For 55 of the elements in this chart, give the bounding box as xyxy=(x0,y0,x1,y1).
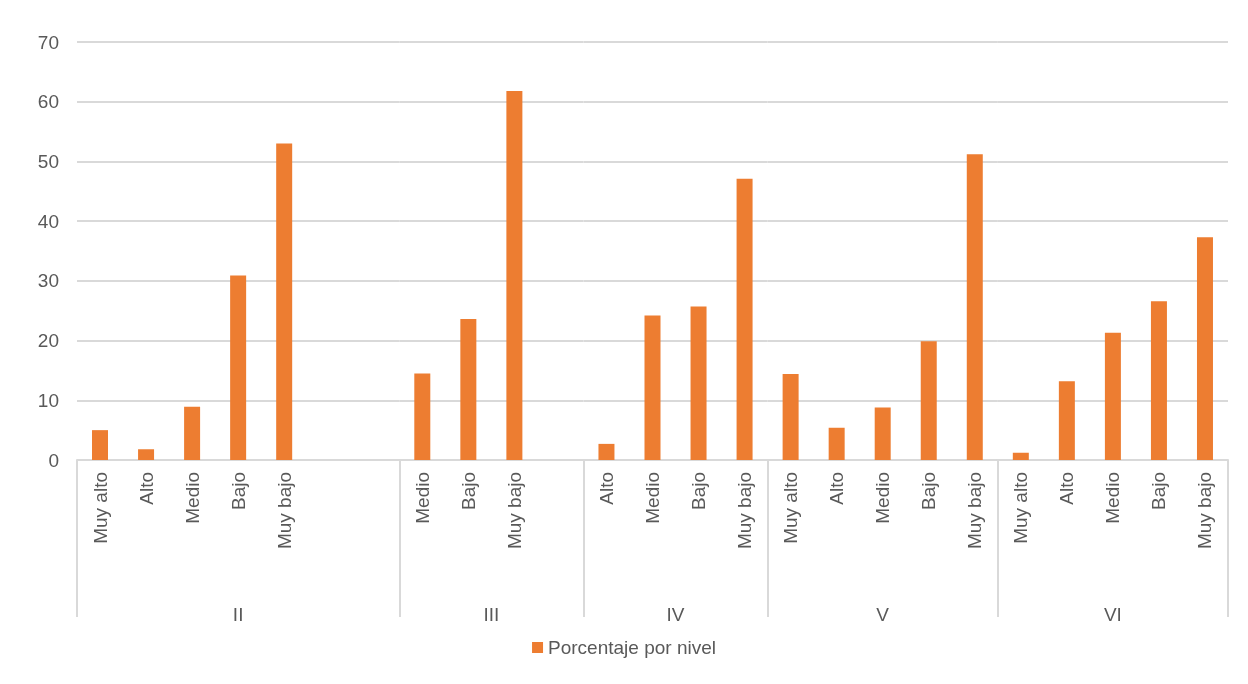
x-tick-label: Bajo xyxy=(227,472,249,511)
bar xyxy=(1150,301,1167,460)
x-tick-label: Medio xyxy=(1102,472,1124,524)
bar xyxy=(138,449,155,460)
x-tick-label: Medio xyxy=(642,472,663,524)
bar xyxy=(1196,237,1213,460)
bar xyxy=(736,178,753,460)
x-axis-title: V xyxy=(876,604,890,625)
x-tick-label: Muy bajo xyxy=(273,472,295,550)
bar xyxy=(966,154,983,460)
x-tick-label: Alto xyxy=(826,472,848,505)
x-tick-label: Bajo xyxy=(918,472,940,511)
bar xyxy=(828,427,845,460)
bar xyxy=(598,443,615,460)
x-axis-title: IV xyxy=(666,604,685,625)
bar xyxy=(1104,332,1121,460)
x-tick-label: Medio xyxy=(411,472,433,524)
y-tick-label: 60 xyxy=(37,91,59,113)
legend-label: Porcentaje por nivel xyxy=(548,637,716,658)
x-tick-label: Bajo xyxy=(688,472,710,511)
bar xyxy=(644,315,661,460)
bar xyxy=(92,430,109,460)
x-tick-label: Medio xyxy=(872,472,894,524)
x-tick-label: Muy bajo xyxy=(1194,472,1216,550)
x-tick-label: Bajo xyxy=(457,472,479,511)
x-tick-label: Muy alto xyxy=(1010,472,1032,544)
y-tick-label: 20 xyxy=(37,330,59,352)
x-tick-label: Muy bajo xyxy=(964,472,986,550)
x-tick-label: Alto xyxy=(595,472,617,505)
bar xyxy=(920,341,937,460)
y-tick-label: 50 xyxy=(37,150,59,172)
y-tick-label: 40 xyxy=(37,210,59,232)
x-tick-label: Muy alto xyxy=(780,472,802,544)
x-tick-label: Alto xyxy=(1056,472,1078,505)
bar xyxy=(184,406,201,460)
x-axis-title: VI xyxy=(1103,604,1122,625)
bar xyxy=(1058,381,1075,460)
y-tick-label: 0 xyxy=(48,449,59,471)
x-axis-title: III xyxy=(483,604,500,625)
x-tick-label: Medio xyxy=(181,472,203,524)
bar xyxy=(1012,452,1029,460)
bar xyxy=(782,374,799,460)
x-tick-label: Alto xyxy=(135,472,157,505)
bar xyxy=(276,143,293,460)
bar xyxy=(690,306,707,460)
y-tick-label: 30 xyxy=(37,270,59,292)
x-tick-label: Muy alto xyxy=(89,472,111,544)
x-axis-title: II xyxy=(232,604,244,625)
bar xyxy=(874,407,891,460)
x-tick-label: Bajo xyxy=(1148,472,1170,511)
x-tick-label: Muy bajo xyxy=(734,472,756,550)
x-tick-label: Muy bajo xyxy=(503,472,525,550)
y-tick-label: 70 xyxy=(37,31,59,53)
bar xyxy=(230,275,247,460)
y-tick-label: 10 xyxy=(37,389,59,411)
